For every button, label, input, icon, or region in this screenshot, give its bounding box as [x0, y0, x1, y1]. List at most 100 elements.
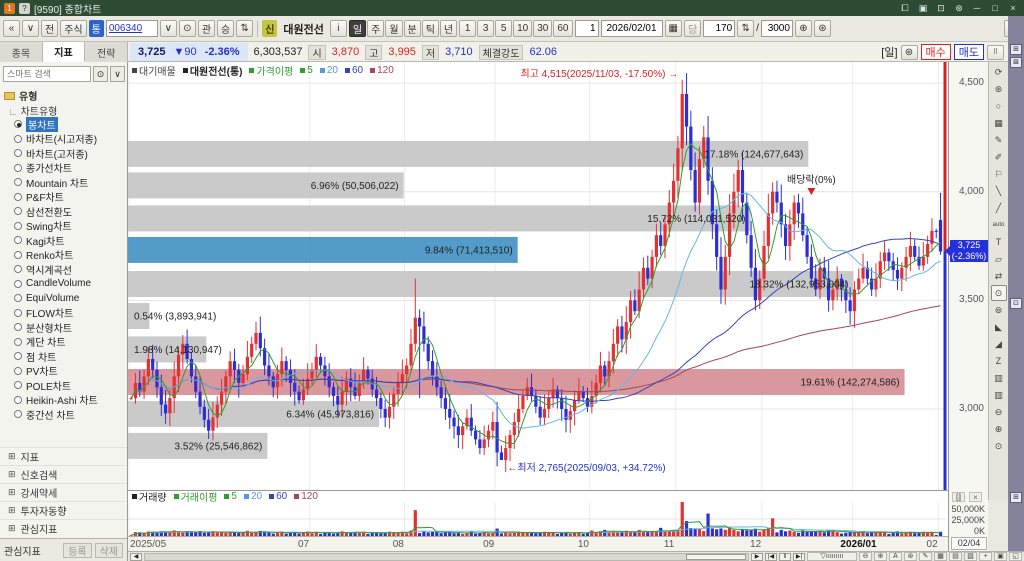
zoom-out-icon[interactable]: ⊖ [994, 406, 1003, 417]
search-icon[interactable]: ⊙ [93, 66, 108, 82]
chart-type-option[interactable]: 종가선차트 [14, 161, 126, 175]
accordion-item-강세약세[interactable]: ⊞ 강세약세 [0, 483, 127, 501]
chart-type-option[interactable]: CandleVolume [14, 277, 126, 292]
chart-type-option[interactable]: Kagi차트 [14, 233, 126, 248]
period-button-주[interactable]: 주 [367, 20, 385, 37]
stock-info-button[interactable]: i [329, 20, 347, 37]
frame-grid-icon[interactable]: ⊞ [1010, 492, 1022, 503]
chart-type-option[interactable]: Mountain 차트 [14, 175, 126, 190]
chart-type-option[interactable]: Renko차트 [14, 248, 126, 262]
chart-type-option[interactable]: 역시계곡선 [14, 262, 126, 277]
chart-type-option[interactable]: FLOW차트 [14, 306, 126, 320]
tab-종목[interactable]: 종목 [0, 42, 43, 62]
chart-scrollbar[interactable] [144, 552, 749, 561]
bottom-tool-icon-1[interactable]: ⊕ [874, 552, 887, 561]
seung-button[interactable]: 승 [217, 20, 235, 37]
tab-지표[interactable]: 지표 [42, 42, 86, 62]
dang-button[interactable]: 당 [683, 20, 702, 37]
search-icon[interactable]: ⊙ [178, 20, 196, 37]
all-button[interactable]: 전 [41, 20, 59, 37]
register-button[interactable]: 등록 [63, 542, 92, 558]
chart-type-option[interactable]: PV차트 [14, 364, 126, 378]
zigzag-icon[interactable]: Z [995, 356, 1002, 366]
bottom-tool-icon-0[interactable]: ⊖ [859, 552, 872, 561]
bars-large-icon[interactable]: ▥ [994, 389, 1003, 400]
period-button-분[interactable]: 분 [403, 20, 421, 37]
chart-type-option[interactable]: POLE차트 [14, 378, 126, 393]
popup-icon[interactable]: ⧠ [901, 2, 909, 13]
bar-count-input[interactable] [703, 20, 736, 37]
minute-button-60[interactable]: 60 [553, 20, 573, 37]
camera-icon[interactable]: ⊡ [937, 2, 945, 13]
minimize-button[interactable]: ─ [973, 3, 981, 13]
chart-type-option[interactable]: 봉차트 [14, 116, 126, 132]
toolbar-gear-icon[interactable]: ⊛ [813, 20, 831, 37]
scroll-left-button[interactable]: ◀ [130, 552, 142, 561]
circle-tool-icon[interactable]: ○ [995, 101, 1002, 111]
accordion-item-지표[interactable]: ⊞ 지표 [0, 447, 127, 465]
tree-root[interactable]: ∟ 차트유형 [8, 107, 58, 118]
scrollbar-thumb[interactable] [686, 553, 746, 560]
bottom-tool-icon-3[interactable]: ⊛ [904, 552, 917, 561]
magnifier-icon[interactable]: ⊙ [994, 440, 1003, 451]
accordion-item-관심지표[interactable]: ⊞ 관심지표 [0, 519, 127, 537]
chart-type-option[interactable]: Swing차트 [14, 219, 126, 233]
collapse-button[interactable]: ∨ [22, 20, 39, 37]
eraser-tool-icon[interactable]: ▱ [995, 253, 1002, 264]
delete-button[interactable]: 삭제 [94, 542, 123, 558]
volume-close-icon[interactable]: × [969, 492, 982, 502]
maximize-button[interactable]: □ [992, 3, 998, 13]
flag-tool-icon[interactable]: ⚐ [994, 168, 1003, 179]
bottom-tool-icon-5[interactable]: ▦ [934, 552, 947, 561]
frame-close-icon[interactable]: ⊠ [1010, 57, 1022, 68]
code-dropdown-button[interactable]: ∨ [159, 20, 177, 37]
chart-type-option[interactable]: Heikin-Ashi 차트 [14, 393, 126, 407]
close-button[interactable]: × [1010, 3, 1016, 13]
first-button[interactable]: |◀ [765, 552, 777, 561]
chart-type-option[interactable]: EquiVolume [14, 291, 126, 306]
play-button[interactable]: ▶ [751, 552, 763, 561]
minute-button-3[interactable]: 3 [477, 20, 495, 37]
bottom-tool-icon-9[interactable]: ▣ [994, 552, 1007, 561]
total-bars-input[interactable] [760, 20, 793, 37]
period-button-틱[interactable]: 틱 [421, 20, 439, 37]
minute-button-5[interactable]: 5 [495, 20, 513, 37]
help-icon[interactable]: ? [19, 2, 30, 14]
bottom-tool-icon-7[interactable]: ▧ [964, 552, 977, 561]
zoom-plus-icon[interactable]: ⊕ [794, 20, 812, 37]
gwan-button[interactable]: 관 [197, 20, 216, 37]
last-button[interactable]: ▶| [793, 552, 805, 561]
chart-type-option[interactable]: 분산형차트 [14, 320, 126, 335]
bars-small-icon[interactable]: ▥ [994, 372, 1003, 383]
zoom-in-icon[interactable]: ⊕ [994, 423, 1003, 434]
capture-icon[interactable]: ▣ [918, 2, 928, 13]
period-button-년[interactable]: 년 [439, 20, 458, 37]
mini-layout-icon[interactable]: ⠿ [987, 44, 1004, 60]
accordion-item-투자자동향[interactable]: ⊞ 투자자동향 [0, 501, 127, 519]
spinner-button[interactable]: ⇅ [236, 20, 254, 37]
pin-tool-icon[interactable]: ✎ [994, 134, 1003, 145]
zoom-info-icon[interactable]: ⊙ [990, 285, 1007, 301]
chart-up-icon[interactable]: ◢ [995, 338, 1002, 349]
sell-button[interactable]: 매도 [953, 44, 984, 60]
indicator-chart-icon[interactable]: ▦ [994, 117, 1003, 128]
settings-icon[interactable]: ⊛ [955, 2, 963, 13]
market-select[interactable]: 주식 [60, 20, 87, 37]
parallel-tool-icon[interactable]: ⇄ [994, 270, 1003, 281]
period-button-일[interactable]: 일 [348, 20, 367, 37]
quote-gear-icon[interactable]: ⊛ [900, 44, 918, 60]
minute-button-10[interactable]: 10 [513, 20, 533, 37]
chart-type-option[interactable]: 계단 차트 [14, 335, 126, 349]
pause-button[interactable]: ‖ [779, 552, 791, 561]
settings-icon[interactable]: ⊛ [994, 83, 1003, 94]
chart-type-option[interactable]: P&F차트 [14, 190, 126, 204]
smart-search-input[interactable] [3, 66, 91, 82]
frame-restore-icon[interactable]: ⊡ [1010, 298, 1022, 309]
main-chart-pane[interactable]: 17.18% (124,677,643) 6.96% (50,506,022) 15… [128, 62, 948, 490]
back-button[interactable]: « [3, 20, 20, 37]
zoom-area-icon[interactable]: ⊚ [994, 304, 1003, 315]
chart-type-option[interactable]: 점 차트 [14, 349, 126, 364]
tick-count-input[interactable] [574, 20, 599, 37]
chart-type-option[interactable]: 바차트(고저종) [14, 146, 126, 161]
chart-type-option[interactable]: 바차트(시고저종) [14, 132, 126, 146]
